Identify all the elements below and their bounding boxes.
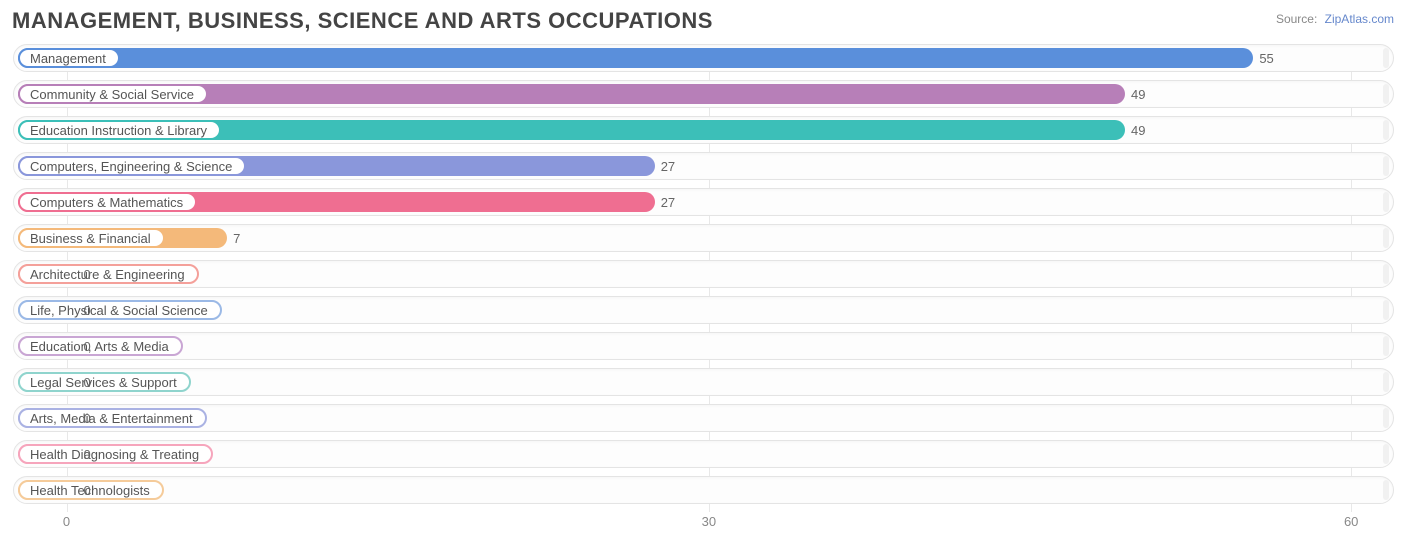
track-end-cap [1383,192,1389,212]
track-end-cap [1383,156,1389,176]
track-end-cap [1383,84,1389,104]
bar-value-label: 0 [73,261,90,287]
bar [18,48,1253,68]
bar-track: Health Diagnosing & Treating0 [13,440,1394,468]
bar-value-label: 0 [73,477,90,503]
source-attribution: Source: ZipAtlas.com [1276,12,1394,26]
axis-tick-label: 60 [1344,514,1358,529]
x-axis: 0 30 60 [13,512,1394,532]
bar-label-pill: Arts, Media & Entertainment [18,408,207,428]
track-end-cap [1383,300,1389,320]
bar-track: Architecture & Engineering0 [13,260,1394,288]
bar-value-label: 0 [73,369,90,395]
bar-label-pill: Life, Physical & Social Science [18,300,222,320]
bar-label-pill: Health Diagnosing & Treating [18,444,213,464]
bar-label-pill: Business & Financial [18,228,165,248]
chart-area: Management 55 Community & Social Service 49… [12,44,1394,532]
bar-value-label: 49 [1121,81,1145,107]
bar-value-label: 55 [1249,45,1273,71]
bar-value-label: 49 [1121,117,1145,143]
bar-track: Education, Arts & Media0 [13,332,1394,360]
bar-track: Education Instruction & Library 49 [13,116,1394,144]
track-end-cap [1383,264,1389,284]
chart-header: MANAGEMENT, BUSINESS, SCIENCE AND ARTS O… [12,8,1394,34]
bar-label-pill: Legal Services & Support [18,372,191,392]
bar-label-pill: Education Instruction & Library [18,120,221,140]
bar-track: Computers, Engineering & Science 27 [13,152,1394,180]
bar-label-pill: Computers & Mathematics [18,192,197,212]
bar-track: Management 55 [13,44,1394,72]
bar-value-label: 0 [73,441,90,467]
source-site: ZipAtlas.com [1325,12,1394,26]
bar-label-pill: Management [18,48,120,68]
bar-track: Health Technologists0 [13,476,1394,504]
track-end-cap [1383,48,1389,68]
chart-title: MANAGEMENT, BUSINESS, SCIENCE AND ARTS O… [12,8,713,34]
bar-track: Arts, Media & Entertainment0 [13,404,1394,432]
bar-track: Business & Financial 7 [13,224,1394,252]
bar-track: Legal Services & Support0 [13,368,1394,396]
track-end-cap [1383,228,1389,248]
bars-container: Management 55 Community & Social Service 49… [13,44,1394,504]
bar-value-label: 27 [651,153,675,179]
bar-value-label: 27 [651,189,675,215]
track-end-cap [1383,408,1389,428]
track-end-cap [1383,444,1389,464]
bar-track: Community & Social Service 49 [13,80,1394,108]
bar-value-label: 0 [73,333,90,359]
axis-tick-label: 0 [63,514,70,529]
source-label: Source: [1276,12,1317,26]
axis-tick-label: 30 [702,514,716,529]
bar-value-label: 7 [223,225,240,251]
track-end-cap [1383,372,1389,392]
bar-track: Life, Physical & Social Science0 [13,296,1394,324]
bar-label-pill: Architecture & Engineering [18,264,199,284]
track-end-cap [1383,120,1389,140]
track-end-cap [1383,336,1389,356]
bar-label-pill: Computers, Engineering & Science [18,156,246,176]
bar-value-label: 0 [73,405,90,431]
bar-label-pill: Community & Social Service [18,84,208,104]
bar-track: Computers & Mathematics 27 [13,188,1394,216]
bar-label-pill: Health Technologists [18,480,164,500]
track-end-cap [1383,480,1389,500]
bar-value-label: 0 [73,297,90,323]
bar-label-pill: Education, Arts & Media [18,336,183,356]
